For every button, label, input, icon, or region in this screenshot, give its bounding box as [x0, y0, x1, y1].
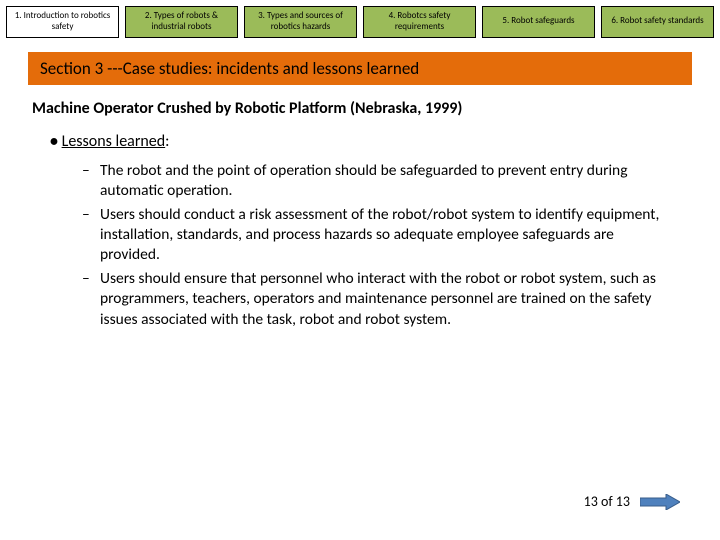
tab-row: 1. Introduction to robotics safety 2. Ty… — [0, 0, 720, 38]
bullet-item: Users should conduct a risk assessment o… — [100, 205, 688, 265]
content-area: Machine Operator Crushed by Robotic Plat… — [0, 85, 720, 330]
tab-label: 5. Robot safeguards — [502, 16, 574, 27]
case-headline: Machine Operator Crushed by Robotic Plat… — [32, 99, 688, 118]
tab-2[interactable]: 2. Types of robots & industrial robots — [125, 6, 238, 38]
tab-3[interactable]: 3. Types and sources of robotics hazards — [244, 6, 357, 38]
tab-label: 4. Robotcs safety requirements — [367, 11, 472, 33]
tab-4[interactable]: 4. Robotcs safety requirements — [363, 6, 476, 38]
lessons-text: Lessons learned — [62, 132, 166, 151]
tab-1[interactable]: 1. Introduction to robotics safety — [6, 6, 119, 38]
section-banner: Section 3 ---Case studies: incidents and… — [28, 52, 692, 85]
section-title: Section 3 ---Case studies: incidents and… — [40, 58, 419, 79]
page-indicator: 13 of 13 — [584, 493, 630, 510]
tab-6[interactable]: 6. Robot safety standards — [601, 6, 714, 38]
tab-label: 3. Types and sources of robotics hazards — [248, 11, 353, 33]
next-arrow-icon[interactable] — [640, 494, 680, 510]
arrow-shape — [640, 494, 680, 510]
tab-label: 1. Introduction to robotics safety — [10, 11, 115, 33]
tab-label: 6. Robot safety standards — [611, 16, 703, 27]
bullet-item: Users should ensure that personnel who i… — [100, 269, 688, 329]
bullet-item: The robot and the point of operation sho… — [100, 161, 688, 201]
lessons-heading: Lessons learned: — [50, 132, 688, 151]
footer: 13 of 13 — [584, 493, 680, 510]
tab-5[interactable]: 5. Robot safeguards — [482, 6, 595, 38]
tab-label: 2. Types of robots & industrial robots — [129, 11, 234, 33]
lessons-colon: : — [165, 132, 169, 151]
bullet-list: The robot and the point of operation sho… — [100, 161, 688, 330]
